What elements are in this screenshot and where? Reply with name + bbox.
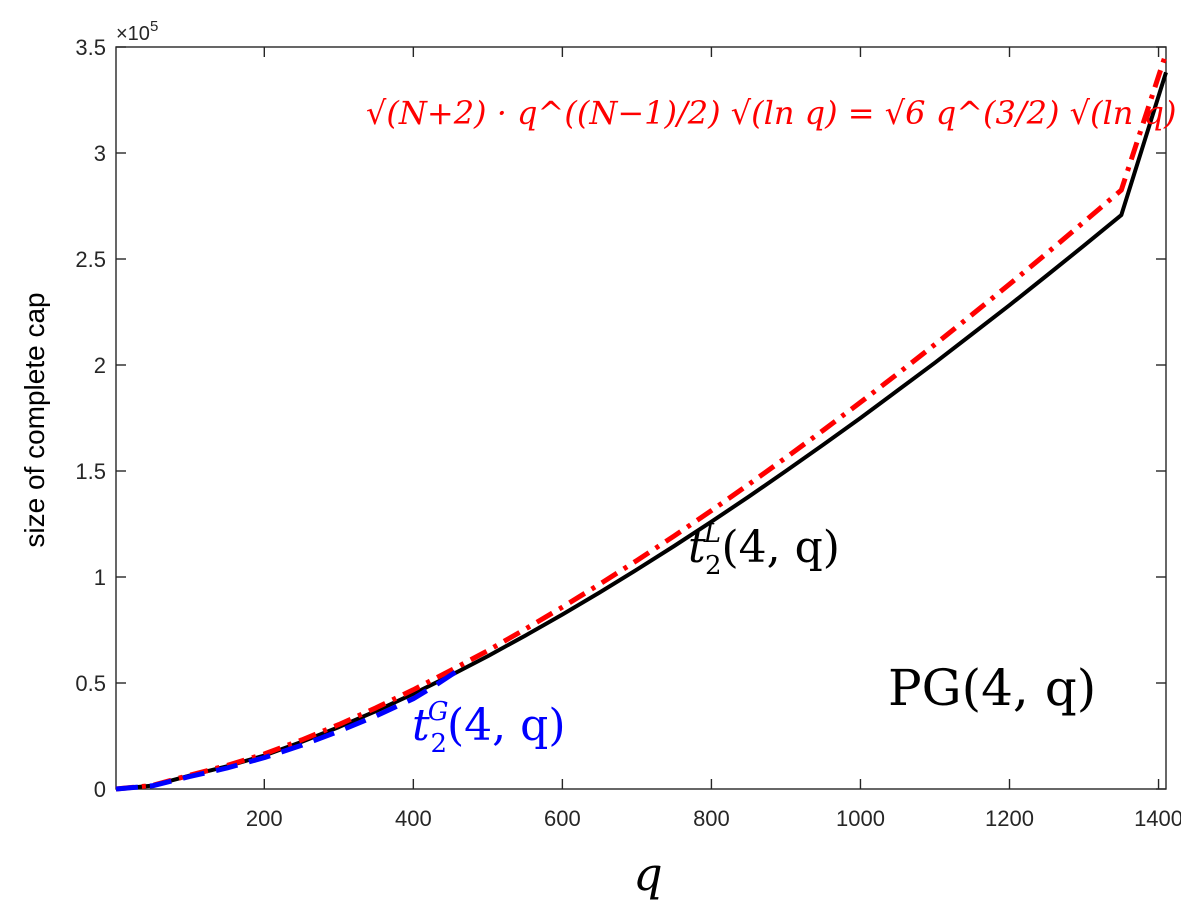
y-tick-label: 2.5 [75, 247, 106, 272]
plot-label: PG(4, q) [888, 659, 1096, 717]
y-multiplier: ×105 [116, 18, 158, 45]
x-tick-label: 1400 [1134, 806, 1181, 831]
x-tick-label: 200 [246, 806, 283, 831]
x-tick-label: 1000 [836, 806, 885, 831]
y-tick-label: 0 [94, 777, 106, 802]
x-axis-label: q [633, 847, 662, 901]
x-ticks: 200 400 600 800 1000 1200 1400 [246, 47, 1181, 831]
y-tick-label: 1 [94, 565, 106, 590]
y-tick-label: 3.5 [75, 35, 106, 60]
y-tick-label: 0.5 [75, 671, 106, 696]
axes-box [115, 46, 1167, 790]
series-label-tL: tL 2(4, q) [688, 519, 840, 581]
y-tick-label: 3 [94, 141, 106, 166]
series-layer [115, 52, 1169, 792]
x-tick-label: 800 [693, 806, 730, 831]
y-tick-label: 1.5 [75, 459, 106, 484]
y-ticks: 0 0.5 1 1.5 2 2.5 3 3.5 [75, 35, 1166, 802]
y-tick-label: 2 [94, 353, 106, 378]
y-axis-label: size of complete cap [19, 292, 50, 547]
series-label-bound: √(N+2) · q^((N−1)/2) √(ln q) = √6 q^(3/2… [366, 94, 1177, 132]
plot-area [115, 46, 1167, 790]
series-label-tG: tG 2(4, q) [412, 697, 565, 759]
x-tick-label: 1200 [985, 806, 1034, 831]
series-line-bound [115, 52, 1169, 792]
x-tick-label: 400 [395, 806, 432, 831]
x-tick-label: 600 [544, 806, 581, 831]
series-line-tG [115, 668, 460, 792]
